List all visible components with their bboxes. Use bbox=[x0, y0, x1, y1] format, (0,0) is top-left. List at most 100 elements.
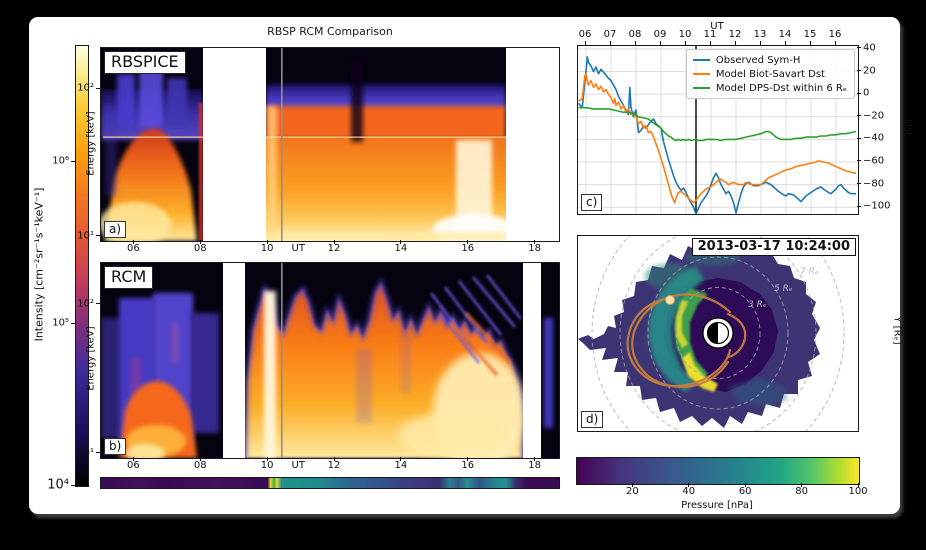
tick-label: 10⁴ bbox=[47, 477, 69, 493]
panel-d-right-axis-label: Y [Rₑ] bbox=[891, 316, 903, 345]
panel-a-ylabel: Energy [keV] bbox=[85, 111, 97, 176]
legend-item-dps-dst: Model DPS-Dst within 6 Rₑ bbox=[692, 81, 847, 95]
panel-tag-b: b) bbox=[104, 438, 127, 455]
tick-mark bbox=[266, 457, 268, 461]
tick-label: 10¹ bbox=[77, 447, 94, 459]
tick-label: −60 bbox=[863, 155, 885, 167]
tick-label: 06 bbox=[127, 460, 140, 471]
tick-label: 10⁶ bbox=[52, 155, 69, 167]
tick-mark bbox=[199, 240, 201, 244]
ring-label-3re: 3 Rₑ bbox=[748, 300, 767, 310]
intensity-colorbar-label: Intensity [cm⁻²sr⁻¹s⁻¹keV⁻¹] bbox=[32, 187, 46, 342]
tick-mark bbox=[132, 240, 134, 244]
legend-label: Observed Sym-H bbox=[715, 54, 801, 66]
ring-label-5re: 5 Rₑ bbox=[774, 284, 793, 294]
bright-energy-band-line bbox=[266, 136, 506, 138]
legend-item-sym-h: Observed Sym-H bbox=[692, 53, 847, 67]
tick-mark bbox=[709, 41, 711, 45]
timestamp-box: 2013-03-17 10:24:00 bbox=[691, 238, 856, 256]
tick-label: 09 bbox=[653, 29, 667, 40]
tick-label: 20 bbox=[863, 65, 876, 77]
tick-label: 14 bbox=[394, 243, 408, 254]
tick-label: 08 bbox=[193, 460, 207, 471]
legend-item-biot-savart: Model Biot-Savart Dst bbox=[692, 67, 847, 81]
tick-label: 16 bbox=[828, 29, 842, 40]
tick-mark bbox=[801, 483, 803, 487]
tick-label: 18 bbox=[528, 460, 541, 471]
tick-label: 11 bbox=[703, 29, 717, 40]
tick-mark bbox=[333, 457, 335, 461]
ring-labels: 3 Rₑ 5 Rₑ 7 Rₑ bbox=[748, 267, 819, 310]
tick-label: 12 bbox=[728, 29, 742, 40]
tick-mark bbox=[266, 240, 268, 244]
tick-mark bbox=[96, 303, 100, 305]
tick-mark bbox=[333, 240, 335, 244]
tick-label: 08 bbox=[193, 243, 207, 254]
tick-mark bbox=[759, 41, 761, 45]
drift-band-streaks bbox=[429, 274, 523, 364]
tick-label: −20 bbox=[863, 110, 885, 122]
tick-label: 10⁵ bbox=[52, 317, 69, 329]
tick-label: UT bbox=[291, 243, 305, 254]
tick-label: 80 bbox=[795, 486, 808, 497]
tick-label: 40 bbox=[682, 486, 696, 497]
rcm-main-segment bbox=[245, 263, 523, 458]
tick-label: 10 bbox=[260, 460, 274, 471]
rcm-spectrogram-image bbox=[101, 263, 559, 458]
event-time-line bbox=[281, 48, 283, 241]
instrument-label-rbspice: RBSPICE bbox=[104, 51, 186, 74]
tick-label: 10 bbox=[678, 29, 692, 40]
tick-mark bbox=[809, 41, 811, 45]
tick-label: 18 bbox=[528, 243, 541, 254]
tick-mark bbox=[132, 457, 134, 461]
tick-mark bbox=[534, 240, 536, 244]
tick-label: 07 bbox=[603, 29, 617, 40]
tick-mark bbox=[71, 322, 75, 324]
rbspice-main-segment bbox=[266, 48, 506, 241]
tick-label: UT bbox=[291, 460, 305, 471]
tick-mark bbox=[744, 483, 746, 487]
tick-mark bbox=[634, 41, 636, 45]
legend-label: Model DPS-Dst within 6 Rₑ bbox=[715, 82, 847, 94]
tick-label: −40 bbox=[863, 132, 885, 144]
tick-label: 15 bbox=[803, 29, 817, 40]
panel-d-pressure-map: 3 Rₑ 5 Rₑ 7 Rₑ 2013-03-17 10:24:00 d) bbox=[577, 235, 859, 432]
tick-label: 14 bbox=[394, 460, 408, 471]
tick-mark bbox=[857, 115, 861, 117]
tick-mark bbox=[857, 70, 861, 72]
biot-savart-line-swatch bbox=[692, 72, 710, 76]
tick-label: 10¹ bbox=[77, 230, 94, 242]
rcm-left-segment bbox=[101, 263, 223, 458]
dps-dst-line-swatch bbox=[692, 86, 710, 90]
tick-mark bbox=[784, 41, 786, 45]
tick-mark bbox=[71, 160, 75, 162]
spacecraft-marker bbox=[665, 295, 675, 305]
tick-mark bbox=[400, 240, 402, 244]
tick-mark bbox=[400, 457, 402, 461]
tick-mark bbox=[534, 457, 536, 461]
pressure-colorbar bbox=[576, 457, 860, 485]
legend: Observed Sym-H Model Biot-Savart Dst Mod… bbox=[685, 49, 855, 99]
tick-label: 14 bbox=[778, 29, 792, 40]
tick-mark bbox=[684, 41, 686, 45]
panel-c-dst-comparison: Observed Sym-H Model Biot-Savart Dst Mod… bbox=[577, 45, 859, 215]
tick-mark bbox=[467, 457, 469, 461]
tick-mark bbox=[609, 41, 611, 45]
tick-mark bbox=[96, 235, 100, 237]
rbspice-spectrogram-image bbox=[101, 48, 506, 241]
spacecraft-orbit bbox=[626, 293, 747, 388]
tick-mark bbox=[857, 137, 861, 139]
panel-b-ylabel: Energy [keV] bbox=[85, 326, 97, 391]
earth-icon bbox=[702, 317, 734, 349]
l-shell-rings bbox=[591, 236, 845, 431]
orbit-pressure-strip bbox=[100, 477, 560, 489]
pressure-blob bbox=[578, 242, 820, 428]
figure-title: RBSP RCM Comparison bbox=[267, 25, 393, 38]
tick-label: 40 bbox=[863, 42, 876, 54]
panel-c-right-axis-label: Dst bbox=[902, 119, 914, 136]
pressure-map-image: 3 Rₑ 5 Rₑ 7 Rₑ bbox=[578, 236, 845, 431]
drift-band-streaks-orange bbox=[449, 311, 513, 377]
tick-label: 13 bbox=[753, 29, 767, 40]
tick-label: −80 bbox=[863, 178, 885, 190]
ring-label-7re: 7 Rₑ bbox=[800, 267, 819, 277]
